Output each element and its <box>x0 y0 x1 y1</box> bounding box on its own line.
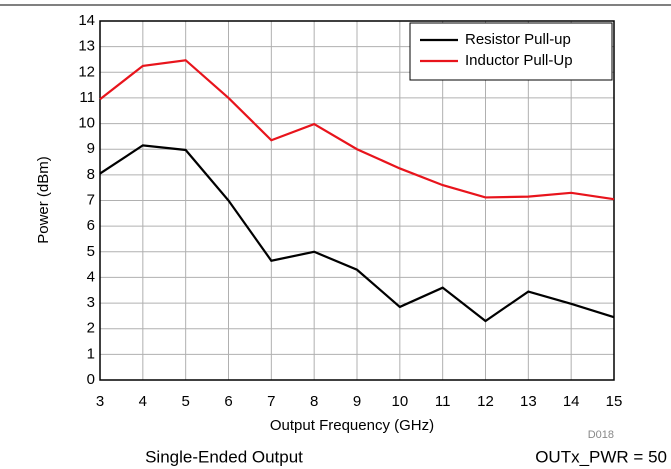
x-tick-label: 13 <box>520 393 537 410</box>
y-tick-label: 5 <box>87 243 95 260</box>
y-tick-label: 13 <box>78 38 95 55</box>
y-tick-label: 3 <box>87 294 95 311</box>
y-tick-label: 11 <box>79 89 95 106</box>
legend-label: Inductor Pull-Up <box>465 52 573 69</box>
y-tick-label: 6 <box>87 217 95 234</box>
y-tick-label: 1 <box>87 345 95 362</box>
x-tick-label: 3 <box>96 393 104 410</box>
caption-left: Single-Ended Output <box>145 447 303 466</box>
y-tick-label: 10 <box>78 115 95 132</box>
y-tick-label: 8 <box>87 166 95 183</box>
legend-box <box>409 22 613 81</box>
plot-frame <box>99 20 615 381</box>
y-tick-label: 4 <box>87 268 95 285</box>
y-tick-label: 2 <box>87 320 95 337</box>
caption-right: OUTx_PWR = 50 <box>535 447 667 466</box>
x-tick-label: 8 <box>310 393 318 410</box>
series-line <box>99 144 615 323</box>
series-line <box>99 59 615 201</box>
y-axis-label: Power (dBm) <box>35 156 52 244</box>
y-tick-label: 14 <box>78 12 95 29</box>
y-tick-label: 0 <box>87 371 95 388</box>
legend-label: Resistor Pull-up <box>465 31 571 48</box>
x-axis-label: Output Frequency (GHz) <box>270 417 434 434</box>
x-tick-label: 5 <box>181 393 189 410</box>
x-tick-label: 6 <box>224 393 232 410</box>
x-tick-label: 10 <box>391 393 408 410</box>
y-tick-label: 12 <box>78 63 95 80</box>
x-tick-label: 7 <box>267 393 275 410</box>
y-tick-label: 7 <box>87 191 95 208</box>
x-tick-label: 12 <box>477 393 494 410</box>
x-tick-label: 9 <box>353 393 361 410</box>
x-tick-label: 14 <box>563 393 580 410</box>
x-tick-label: 11 <box>435 393 451 410</box>
x-tick-label: 15 <box>606 393 623 410</box>
x-tick-label: 4 <box>139 393 147 410</box>
figure-code: D018 <box>588 429 614 441</box>
y-tick-label: 9 <box>87 140 95 157</box>
